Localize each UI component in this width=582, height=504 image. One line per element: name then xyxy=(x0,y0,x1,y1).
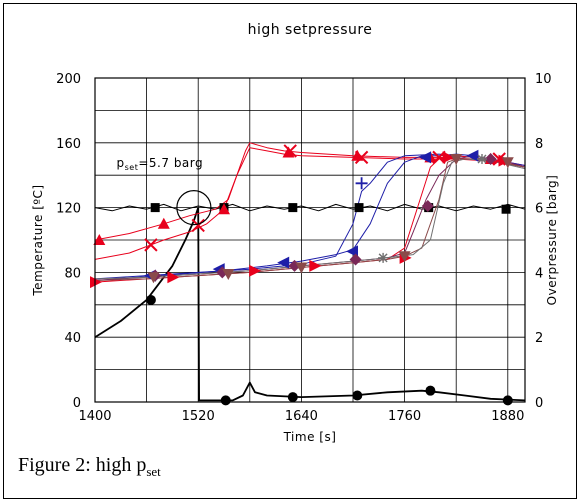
y-tick-label-right: 6 xyxy=(535,202,543,217)
y-ticks-right: 0 2 4 6 8 10 xyxy=(535,72,552,411)
series-9-marker xyxy=(222,269,235,281)
series-1-marker xyxy=(425,385,436,396)
series-line-2 xyxy=(94,203,526,212)
series-5-marker xyxy=(466,149,479,162)
series-3-marker xyxy=(157,217,170,229)
series-4-marker xyxy=(283,144,297,158)
series-1-marker xyxy=(502,395,513,406)
y-tick-label-right: 10 xyxy=(535,72,552,87)
series-9-marker xyxy=(450,154,463,165)
caption-subscript: set xyxy=(146,464,161,479)
x-tick-label: 1640 xyxy=(285,409,318,424)
series-9-marker xyxy=(398,251,411,263)
series-3-marker xyxy=(93,234,106,245)
series-6-marker xyxy=(355,177,368,190)
y-tick-label-right: 4 xyxy=(535,266,543,281)
y-axis-label-right: Overpressure [barg] xyxy=(545,175,559,306)
series-5-marker xyxy=(277,256,290,269)
y-tick-label-left: 120 xyxy=(56,202,81,217)
y-tick-label-right: 2 xyxy=(535,331,543,346)
x-axis-label: Time [s] xyxy=(283,430,337,444)
series-7-marker xyxy=(90,276,102,289)
y-tick-label-left: 160 xyxy=(56,137,81,152)
series-7-marker xyxy=(309,259,322,272)
series-1-marker xyxy=(220,395,231,406)
x-tick-label: 1760 xyxy=(388,409,421,424)
marker-layer xyxy=(90,144,514,406)
series-line-1 xyxy=(197,207,526,402)
series-2-marker xyxy=(288,203,298,213)
y-tick-label-left: 40 xyxy=(64,331,81,346)
series-2-marker xyxy=(150,203,160,213)
series-7-marker xyxy=(442,151,455,164)
caption-text: Figure 2: high p xyxy=(18,454,147,476)
series-10-marker xyxy=(378,252,389,263)
series-layer xyxy=(94,142,526,402)
series-7-marker xyxy=(167,271,180,284)
series-2-marker xyxy=(501,204,511,214)
x-tick-label: 1400 xyxy=(78,409,111,424)
series-1-marker xyxy=(287,392,298,403)
series-9-marker xyxy=(147,272,160,284)
series-7-marker xyxy=(249,264,262,277)
series-5-marker xyxy=(419,151,432,164)
x-ticks: 1400 1520 1640 1760 1880 xyxy=(78,409,524,424)
series-2-marker xyxy=(354,203,364,213)
series-8-marker xyxy=(421,199,434,212)
y-ticks-left: 0 40 80 120 160 200 xyxy=(56,72,81,411)
series-8-marker xyxy=(349,253,362,266)
figure-caption: Figure 2: high pset xyxy=(18,454,161,480)
series-0-marker xyxy=(145,294,156,305)
y-tick-label-left: 200 xyxy=(56,72,81,87)
y-tick-label-left: 0 xyxy=(73,396,81,411)
series-1-marker xyxy=(352,390,363,401)
figure-frame xyxy=(3,3,577,499)
set-pressure-circle xyxy=(176,190,212,226)
series-10-marker xyxy=(477,154,487,164)
series-9-marker xyxy=(295,262,308,274)
x-tick-label: 1880 xyxy=(491,409,524,424)
series-3-marker xyxy=(218,203,230,215)
y-axis-label-left: Temperature [ºC] xyxy=(31,184,45,296)
series-8-marker xyxy=(484,153,497,165)
x-tick-label: 1520 xyxy=(182,409,215,424)
series-4-marker xyxy=(191,218,205,233)
series-4-marker xyxy=(144,238,158,252)
y-tick-label-right: 8 xyxy=(535,137,543,152)
plot-border xyxy=(94,77,526,403)
y-tick-label-left: 80 xyxy=(64,266,81,281)
chart-title: high setpressure xyxy=(248,22,373,38)
y-tick-label-right: 0 xyxy=(535,396,543,411)
set-pressure-annotation: pset=5.7 barg xyxy=(117,156,204,172)
series-4-marker xyxy=(354,150,369,165)
series-9-marker xyxy=(501,157,514,169)
